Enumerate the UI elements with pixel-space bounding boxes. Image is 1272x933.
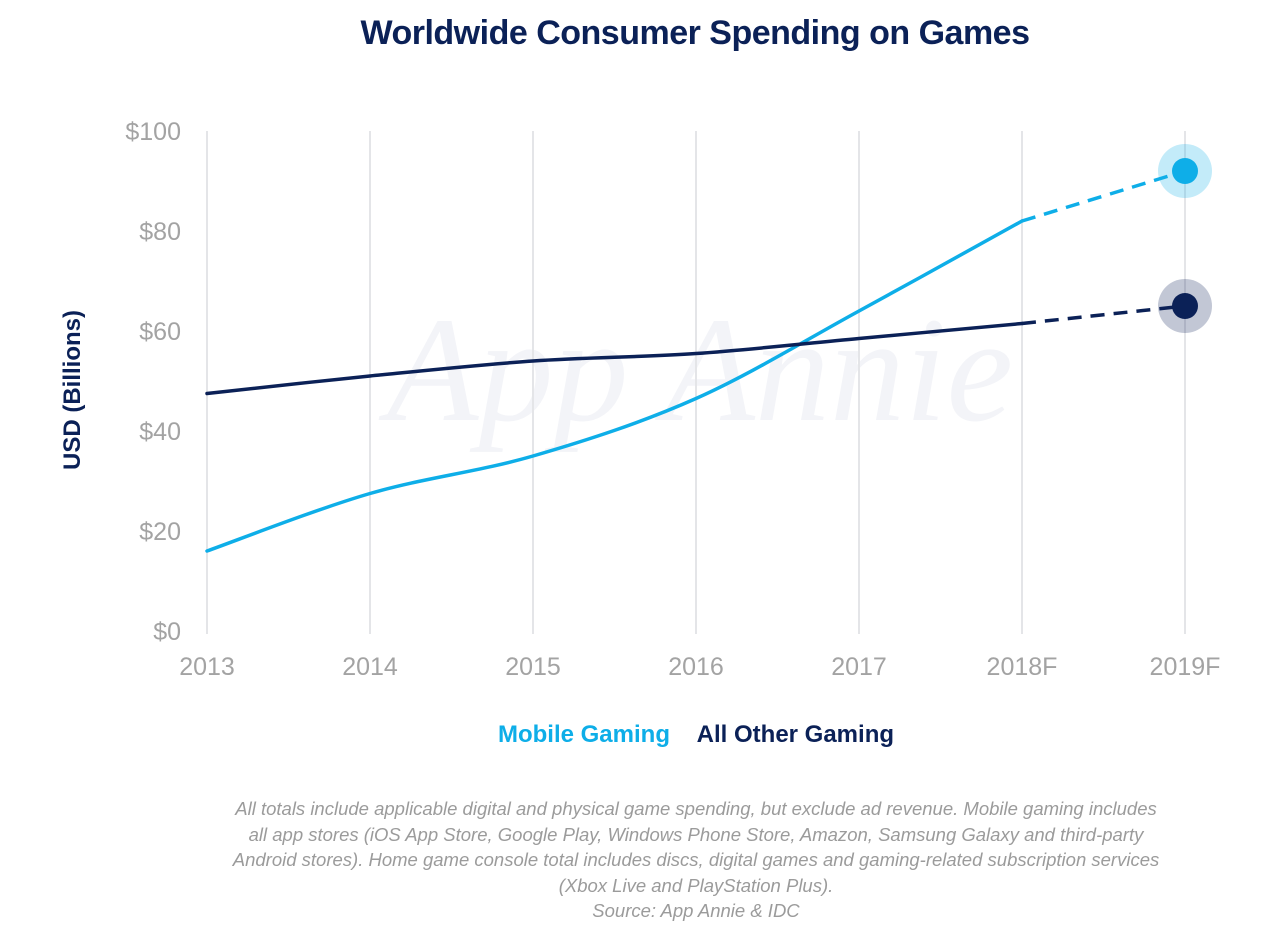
x-tick-label: 2016 [668, 653, 724, 681]
y-tick-label: $60 [139, 318, 181, 346]
x-tick-label: 2015 [505, 653, 561, 681]
series-forecast-line-0 [1021, 169, 1186, 223]
footnote-line: All totals include applicable digital an… [235, 798, 1157, 819]
legend: Mobile Gaming All Other Gaming [0, 721, 1272, 749]
series-line-1 [205, 321, 1024, 396]
y-tick-label: $0 [153, 618, 181, 646]
footnote-source: Source: App Annie & IDC [592, 900, 800, 921]
footnote-line: (Xbox Live and PlayStation Plus). [558, 874, 834, 896]
y-tick-label: $100 [125, 118, 181, 146]
y-tick-label: $40 [139, 418, 181, 446]
x-axis-ticks: 2013 2014 2015 2016 2017 2018F 2019F [179, 653, 1220, 681]
y-axis-label: USD (Billions) [59, 310, 86, 470]
forecast-marker [1172, 293, 1198, 319]
chart-title: Worldwide Consumer Spending on Games [360, 14, 1030, 52]
x-tick-label: 2013 [179, 653, 235, 681]
gridlines [206, 131, 1186, 634]
footnote-line: all app stores (iOS App Store, Google Pl… [248, 823, 1144, 845]
legend-item-all-other-gaming: All Other Gaming [696, 721, 895, 748]
series-markers [1158, 144, 1212, 333]
forecast-marker [1172, 158, 1198, 184]
x-tick-label: 2014 [342, 653, 398, 681]
legend-item-mobile-gaming: Mobile Gaming [497, 721, 670, 748]
y-tick-label: $20 [139, 518, 181, 546]
y-axis-ticks: $0 $20 $40 $60 $80 $100 [125, 118, 181, 646]
series-line-0 [205, 219, 1024, 553]
x-tick-label: 2018F [987, 653, 1058, 681]
footnote-line: Android stores). Home game console total… [232, 849, 1160, 870]
x-tick-label: 2017 [831, 653, 887, 681]
footnote: All totals include applicable digital an… [120, 796, 1272, 924]
x-tick-label: 2019F [1150, 653, 1221, 681]
y-tick-label: $80 [139, 218, 181, 246]
